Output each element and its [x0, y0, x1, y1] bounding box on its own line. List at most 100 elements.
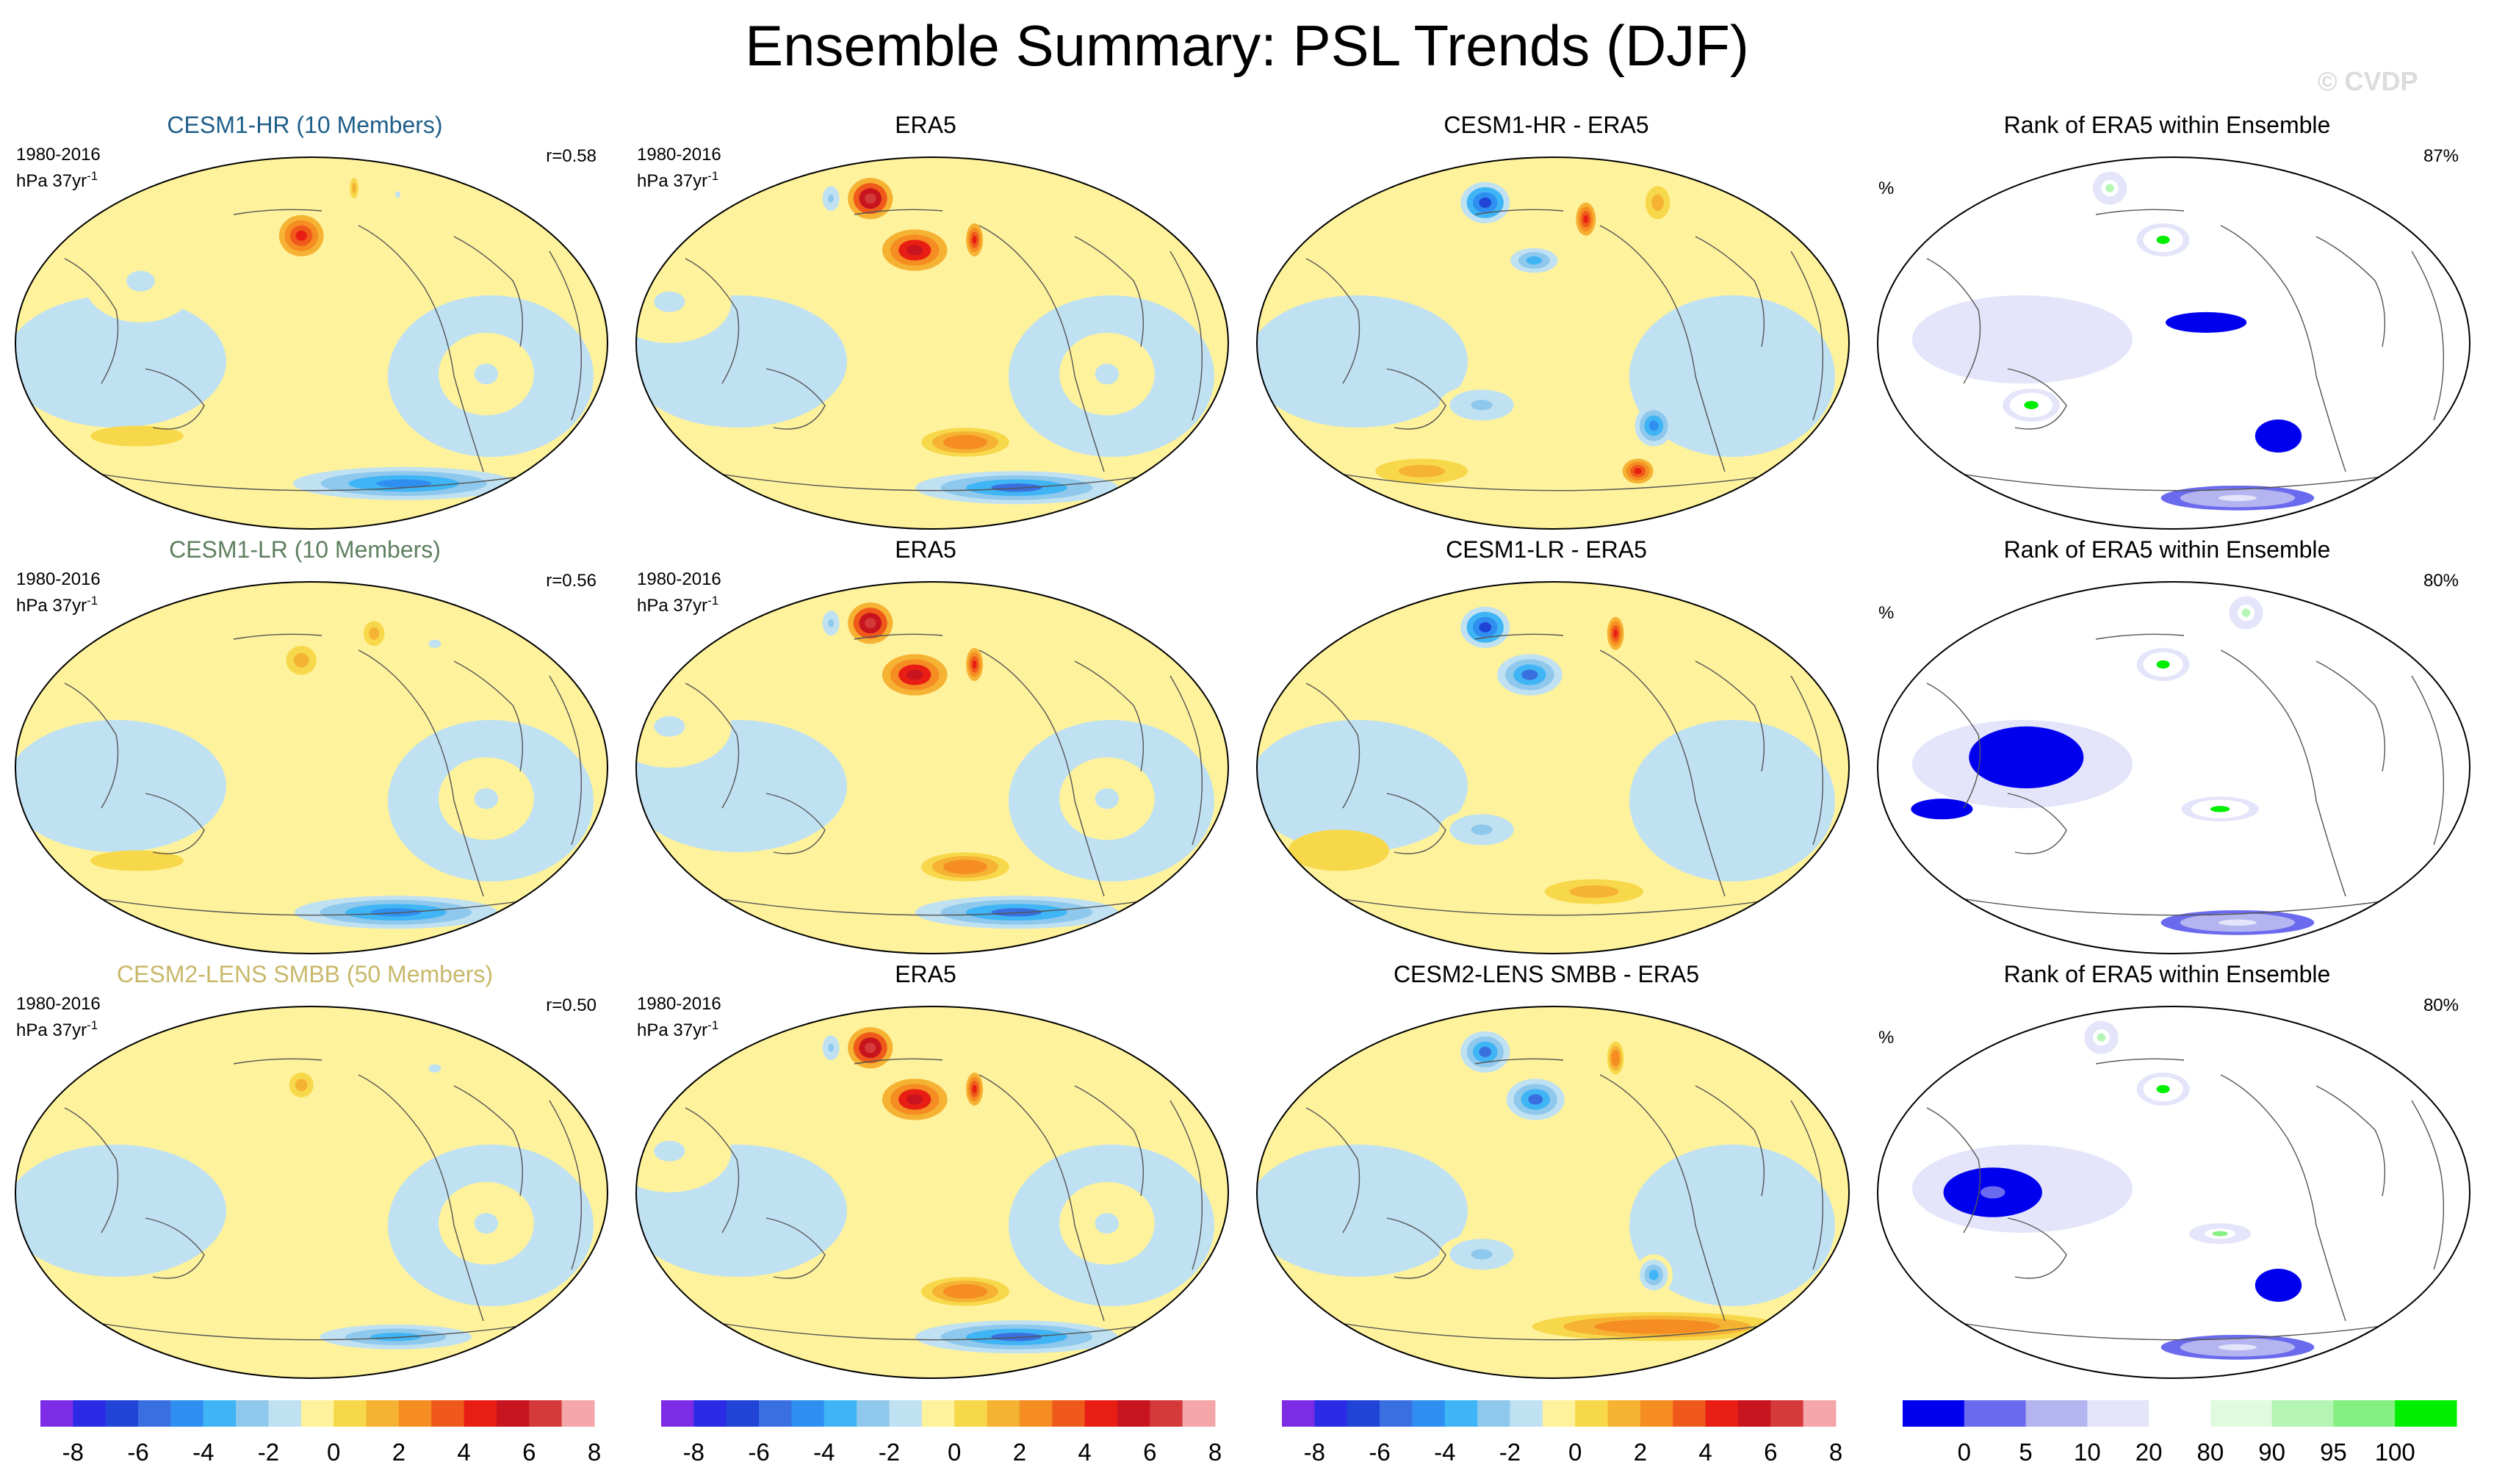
units-label: hPa 37yr — [16, 596, 87, 616]
percent-stat: 80% — [2423, 571, 2459, 591]
coastline — [765, 793, 826, 854]
map-panel: Rank of ERA5 within Ensemble% 80% — [1862, 959, 2472, 1384]
map-plot — [634, 1005, 1230, 1380]
field-contour — [1583, 215, 1589, 223]
map-outline — [1256, 1006, 1850, 1379]
colorbar-swatch — [2395, 1400, 2457, 1427]
field-contour — [865, 1042, 876, 1053]
period-label: 1980-2016 — [16, 569, 101, 589]
colorbar-tick-label: 0 — [1958, 1438, 1971, 1466]
coastline — [1305, 1107, 1360, 1233]
colorbar-swatch — [921, 1400, 955, 1427]
map-plot — [13, 1005, 610, 1380]
panel-period-units: 1980-2016 hPa 37yr-1 — [637, 993, 721, 1041]
colorbar-swatch — [561, 1400, 595, 1427]
field-contour — [474, 1213, 499, 1234]
field-contour — [1257, 295, 1468, 428]
map-plot — [1875, 1005, 2472, 1380]
field-contour — [2024, 400, 2039, 409]
field-contour — [991, 908, 1042, 917]
map-svg — [635, 156, 1229, 530]
map-field — [1257, 157, 1849, 529]
map-svg — [1877, 581, 2470, 954]
units-exponent: -1 — [707, 594, 719, 608]
map-outline — [635, 1006, 1229, 1379]
field-contour — [907, 669, 923, 680]
map-panel: CESM1-HR (10 Members) 1980-2016 hPa 37yr-1… — [0, 110, 610, 535]
panel-title: CESM2-LENS SMBB - ERA5 — [1393, 961, 1700, 987]
pattern-correlation: r=0.58 — [546, 146, 597, 166]
colorbar-swatch — [661, 1400, 694, 1427]
map-plot — [634, 156, 1230, 530]
colorbar-tick-label: 100 — [2375, 1438, 2415, 1466]
map-outline — [1256, 581, 1850, 954]
coastline — [1790, 251, 1824, 421]
colorbar-swatch — [268, 1400, 302, 1427]
colorbar-tick-label: 0 — [1568, 1438, 1582, 1466]
colorbar-swatch — [2210, 1400, 2273, 1427]
field-contour — [1257, 1145, 1468, 1277]
map-panel: ERA5 1980-2016 hPa 37yr-1 — [621, 959, 1230, 1384]
field-contour — [654, 1140, 685, 1161]
field-contour — [15, 295, 226, 428]
colorbar-tick-label: 2 — [1013, 1438, 1026, 1466]
percent-label: % — [1878, 603, 1895, 623]
field-contour — [865, 193, 876, 204]
field-contour — [907, 1094, 923, 1105]
colorbar-tick-label: 6 — [1143, 1438, 1156, 1466]
field-contour — [828, 1043, 834, 1052]
coastline — [2315, 1085, 2385, 1197]
panel-title: ERA5 — [895, 112, 956, 138]
colorbar-tick-label: 6 — [1764, 1438, 1777, 1466]
map-field — [1878, 582, 2470, 954]
colorbar-swatch — [73, 1400, 107, 1427]
colorbar-svg: -8 -6 -4 -2 0 2 4 6 8 — [1282, 1400, 1842, 1466]
field-contour — [126, 270, 155, 292]
map-outline — [15, 581, 608, 954]
map-field — [1257, 582, 1849, 954]
map-svg — [1256, 156, 1850, 530]
period-label: 1980-2016 — [637, 994, 721, 1014]
coastline — [1169, 675, 1203, 846]
map-outline — [1877, 581, 2470, 954]
colorbar-swatch — [1477, 1400, 1510, 1427]
coastline — [1926, 682, 1981, 809]
colorbar-swatch — [1903, 1400, 1965, 1427]
colorbar-tick-label: -6 — [127, 1438, 148, 1466]
field-contour — [654, 716, 685, 737]
colorbar-tick-label: 6 — [522, 1438, 536, 1466]
colorbar-swatch — [496, 1400, 530, 1427]
units-exponent: -1 — [707, 169, 719, 183]
coastline — [358, 225, 484, 472]
map-plot — [1255, 156, 1851, 530]
colorbar-tick-label: 4 — [1698, 1438, 1712, 1466]
coastline — [2411, 675, 2445, 846]
colorbar-tick-label: 8 — [1829, 1438, 1842, 1466]
map-outline — [15, 1006, 608, 1379]
coastline — [1074, 660, 1144, 772]
map-svg — [1256, 581, 1850, 954]
coastline — [1695, 1085, 1765, 1197]
coastline — [1695, 660, 1765, 772]
field-contour — [2097, 1033, 2106, 1042]
coastline — [145, 368, 205, 430]
percent-stat: 80% — [2423, 995, 2459, 1015]
colorbar-tick-label: 90 — [2258, 1438, 2285, 1466]
field-contour — [395, 191, 401, 198]
map-panel: Rank of ERA5 within Ensemble% 87% — [1862, 110, 2472, 535]
field-contour — [371, 630, 377, 637]
units-label: hPa 37yr — [637, 596, 708, 616]
map-panel: Rank of ERA5 within Ensemble% 80% — [1862, 535, 2472, 959]
field-contour — [125, 433, 149, 439]
field-contour — [1471, 1249, 1493, 1260]
figure-title: Ensemble Summary: PSL Trends (DJF) — [745, 13, 1749, 78]
colorbar-swatch — [987, 1400, 1020, 1427]
field-contour — [1521, 669, 1538, 680]
coastline — [453, 236, 523, 347]
colorbar-swatch — [334, 1400, 367, 1427]
map-field — [1878, 157, 2470, 529]
field-contour — [2212, 1231, 2228, 1236]
colorbar: -8 -6 -4 -2 0 2 4 6 8 — [661, 1400, 1222, 1474]
colorbar-swatch — [954, 1400, 988, 1427]
period-label: 1980-2016 — [637, 569, 721, 589]
